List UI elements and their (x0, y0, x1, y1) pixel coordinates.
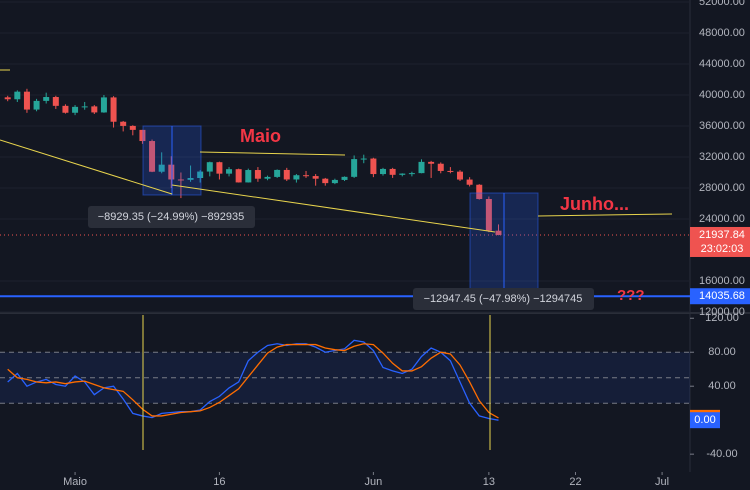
y-tick-label: 52000.00 (699, 0, 745, 8)
y-tick-label: 24000.00 (699, 213, 745, 225)
candle-body (476, 184, 483, 200)
candle-body (158, 164, 165, 172)
candle-body (129, 125, 136, 130)
last-value-label: 0.00 (694, 414, 715, 426)
x-tick-label: Maio (63, 476, 87, 488)
x-tick-label: 16 (213, 476, 225, 488)
candle-body (43, 97, 50, 101)
candle-body (52, 97, 59, 106)
line-series (7, 343, 499, 419)
trend-line (537, 213, 673, 217)
candle-body (235, 169, 242, 183)
measure-label-box (88, 206, 255, 228)
y-tick-label: 32000.00 (699, 151, 745, 163)
countdown: 23:02:03 (701, 243, 744, 255)
candle-body (72, 106, 79, 113)
y-tick-label: 36000.00 (699, 120, 745, 132)
y-tick-label: 48000.00 (699, 27, 745, 39)
last-price: 21937.84 (699, 229, 745, 241)
candle-body (457, 171, 463, 180)
candle-body (341, 176, 348, 180)
candle-body (360, 158, 367, 160)
x-tick-label: Jul (655, 476, 669, 488)
candle-body (408, 173, 415, 175)
price-line-label: 14035.68 (699, 290, 745, 302)
candle-body (274, 169, 281, 177)
candle-body (177, 179, 184, 181)
candle-body (216, 162, 223, 174)
candle-body (110, 97, 117, 122)
trend-line (0, 139, 173, 195)
measure-label: −8929.35 (−24.99%) −892935 (98, 211, 245, 223)
candle-body (380, 168, 387, 175)
candle-body (62, 105, 69, 113)
candle-body (149, 141, 156, 172)
candle-body (351, 159, 358, 177)
x-tick-label: 13 (483, 476, 495, 488)
candle-body (322, 178, 329, 184)
candle-body (254, 170, 261, 179)
candle-body (399, 173, 406, 175)
candle-body (293, 175, 300, 180)
candle-body (447, 170, 454, 172)
measure-label: −12947.45 (−47.98%) −1294745 (424, 293, 583, 305)
candle-body (331, 179, 338, 184)
candle-body (206, 162, 213, 172)
annotation: Maio (240, 126, 281, 146)
candle-body (33, 100, 40, 110)
candle-body (100, 97, 107, 113)
candle-body (197, 171, 204, 179)
candle-body (139, 129, 146, 142)
trend-line (199, 151, 346, 156)
candle-body (370, 158, 377, 175)
candle-body (283, 169, 290, 180)
candle-body (466, 179, 473, 185)
candle-body (4, 97, 11, 100)
y-tick-label: 12000.00 (699, 306, 745, 318)
candle-body (389, 168, 396, 175)
y-tick-label: 16000.00 (699, 275, 745, 287)
candle-body (428, 161, 435, 164)
x-tick-label: 22 (569, 476, 581, 488)
candle-body (312, 176, 319, 179)
candle-body (120, 121, 127, 126)
y-tick-label: 80.00 (708, 346, 736, 358)
annotation: Junho... (560, 194, 629, 214)
price-line-box (690, 288, 750, 305)
y-tick-label: 28000.00 (699, 182, 745, 194)
candle-body (485, 199, 492, 231)
candle-body (14, 91, 21, 100)
y-tick-label: 40.00 (708, 380, 736, 392)
candle-body (303, 175, 310, 177)
candle-body (81, 106, 88, 108)
candle-body (437, 163, 444, 171)
line-series (7, 339, 499, 421)
candle-body (245, 170, 252, 183)
candle-body (23, 91, 30, 110)
candle-body (226, 169, 233, 174)
candle-body (91, 106, 98, 113)
candle-body (264, 176, 271, 179)
last-price-box (690, 226, 750, 257)
candle-body (418, 161, 425, 174)
y-tick-label: 40000.00 (699, 89, 745, 101)
candle-body (187, 178, 194, 180)
last-value-box (690, 412, 720, 429)
x-tick-label: Jun (365, 476, 383, 488)
candle-body (495, 230, 502, 235)
y-tick-label: 44000.00 (699, 58, 745, 70)
annotation: ??? (617, 287, 645, 304)
trend-line (171, 184, 496, 233)
measure-label-box (413, 288, 594, 310)
y-tick-label: -40.00 (706, 448, 737, 460)
y-tick-label: 120.00 (705, 312, 739, 324)
candle-body (168, 164, 175, 180)
